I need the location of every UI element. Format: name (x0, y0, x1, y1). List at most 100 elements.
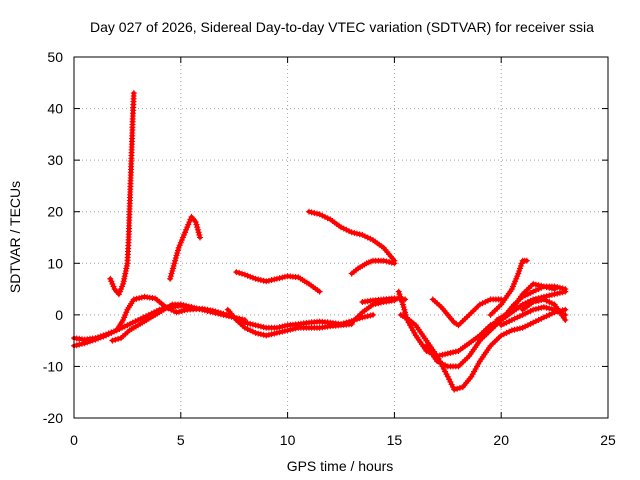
data-point (180, 302, 187, 309)
data-point (108, 278, 115, 285)
data-point (103, 331, 109, 338)
data-point (194, 224, 201, 231)
data-point (244, 320, 251, 327)
data-point (511, 280, 517, 287)
data-point (115, 335, 122, 342)
data-point (316, 211, 323, 218)
series-arc-18 (493, 283, 569, 323)
data-point (538, 315, 545, 322)
data-point (281, 328, 288, 334)
data-point (511, 315, 518, 322)
data-point (170, 262, 177, 269)
data-point (268, 277, 275, 283)
data-point (442, 368, 449, 375)
data-point (401, 306, 408, 313)
data-point (515, 270, 522, 277)
data-point (135, 317, 142, 323)
data-point (367, 235, 374, 242)
data-point (436, 359, 443, 366)
data-point (279, 323, 286, 330)
data-point (236, 269, 243, 276)
y-tick-label: -10 (43, 358, 63, 374)
data-point (322, 213, 328, 220)
data-point (217, 311, 224, 318)
data-point (354, 230, 360, 237)
data-point (172, 255, 179, 262)
data-point (409, 327, 416, 334)
data-point (178, 308, 185, 314)
data-point (255, 322, 262, 329)
data-point (543, 313, 550, 320)
data-point (119, 324, 126, 331)
series-arc-10 (348, 297, 398, 326)
data-point (257, 331, 264, 338)
data-point (530, 280, 537, 287)
data-point (279, 328, 286, 335)
data-point (540, 314, 547, 321)
data-point (184, 224, 191, 231)
data-point (397, 293, 404, 300)
data-point (257, 277, 264, 283)
data-point (452, 348, 459, 355)
data-point (446, 376, 453, 383)
data-point (535, 297, 542, 304)
data-point (260, 324, 267, 331)
data-point (484, 297, 491, 304)
data-point (439, 351, 446, 358)
data-point (527, 320, 534, 327)
data-point (543, 297, 550, 304)
data-point (559, 285, 566, 292)
data-point (530, 319, 537, 326)
data-point (402, 309, 409, 316)
data-point (220, 311, 227, 318)
data-point (196, 306, 203, 313)
data-point (271, 330, 278, 337)
data-point (362, 233, 368, 240)
data-point (247, 327, 254, 334)
data-point (175, 244, 182, 251)
data-point (183, 226, 190, 233)
data-point (209, 309, 216, 316)
data-point (556, 289, 563, 296)
data-point (359, 314, 366, 321)
data-point (500, 320, 507, 327)
y-tick-label: 50 (47, 49, 63, 65)
x-tick-label: 5 (177, 432, 185, 448)
data-point (519, 311, 526, 318)
data-point (543, 304, 550, 311)
data-point (100, 332, 107, 339)
data-point (532, 287, 539, 294)
data-point (169, 268, 176, 274)
data-point (340, 225, 347, 232)
data-point (540, 296, 547, 303)
data-point (500, 331, 507, 338)
data-point (450, 349, 457, 356)
data-point (140, 314, 147, 321)
data-point (177, 239, 184, 246)
y-tick-label: 20 (47, 204, 63, 220)
data-point (482, 299, 489, 305)
data-point (273, 324, 280, 331)
data-point (364, 234, 371, 241)
data-point (287, 326, 294, 333)
data-point (276, 329, 283, 336)
data-point (130, 296, 137, 303)
data-point (522, 292, 529, 299)
data-point (554, 290, 561, 297)
data-point (506, 318, 513, 325)
data-point (127, 320, 134, 327)
data-point (260, 331, 267, 338)
data-point (196, 231, 203, 238)
data-point (522, 323, 529, 330)
data-point (514, 273, 521, 280)
data-point (247, 273, 254, 280)
data-point (399, 301, 406, 308)
data-point (265, 331, 272, 338)
data-point (289, 326, 296, 332)
data-point (110, 283, 117, 290)
data-point (476, 301, 483, 308)
data-point (546, 311, 553, 318)
data-point (276, 275, 283, 282)
data-point (281, 273, 288, 280)
